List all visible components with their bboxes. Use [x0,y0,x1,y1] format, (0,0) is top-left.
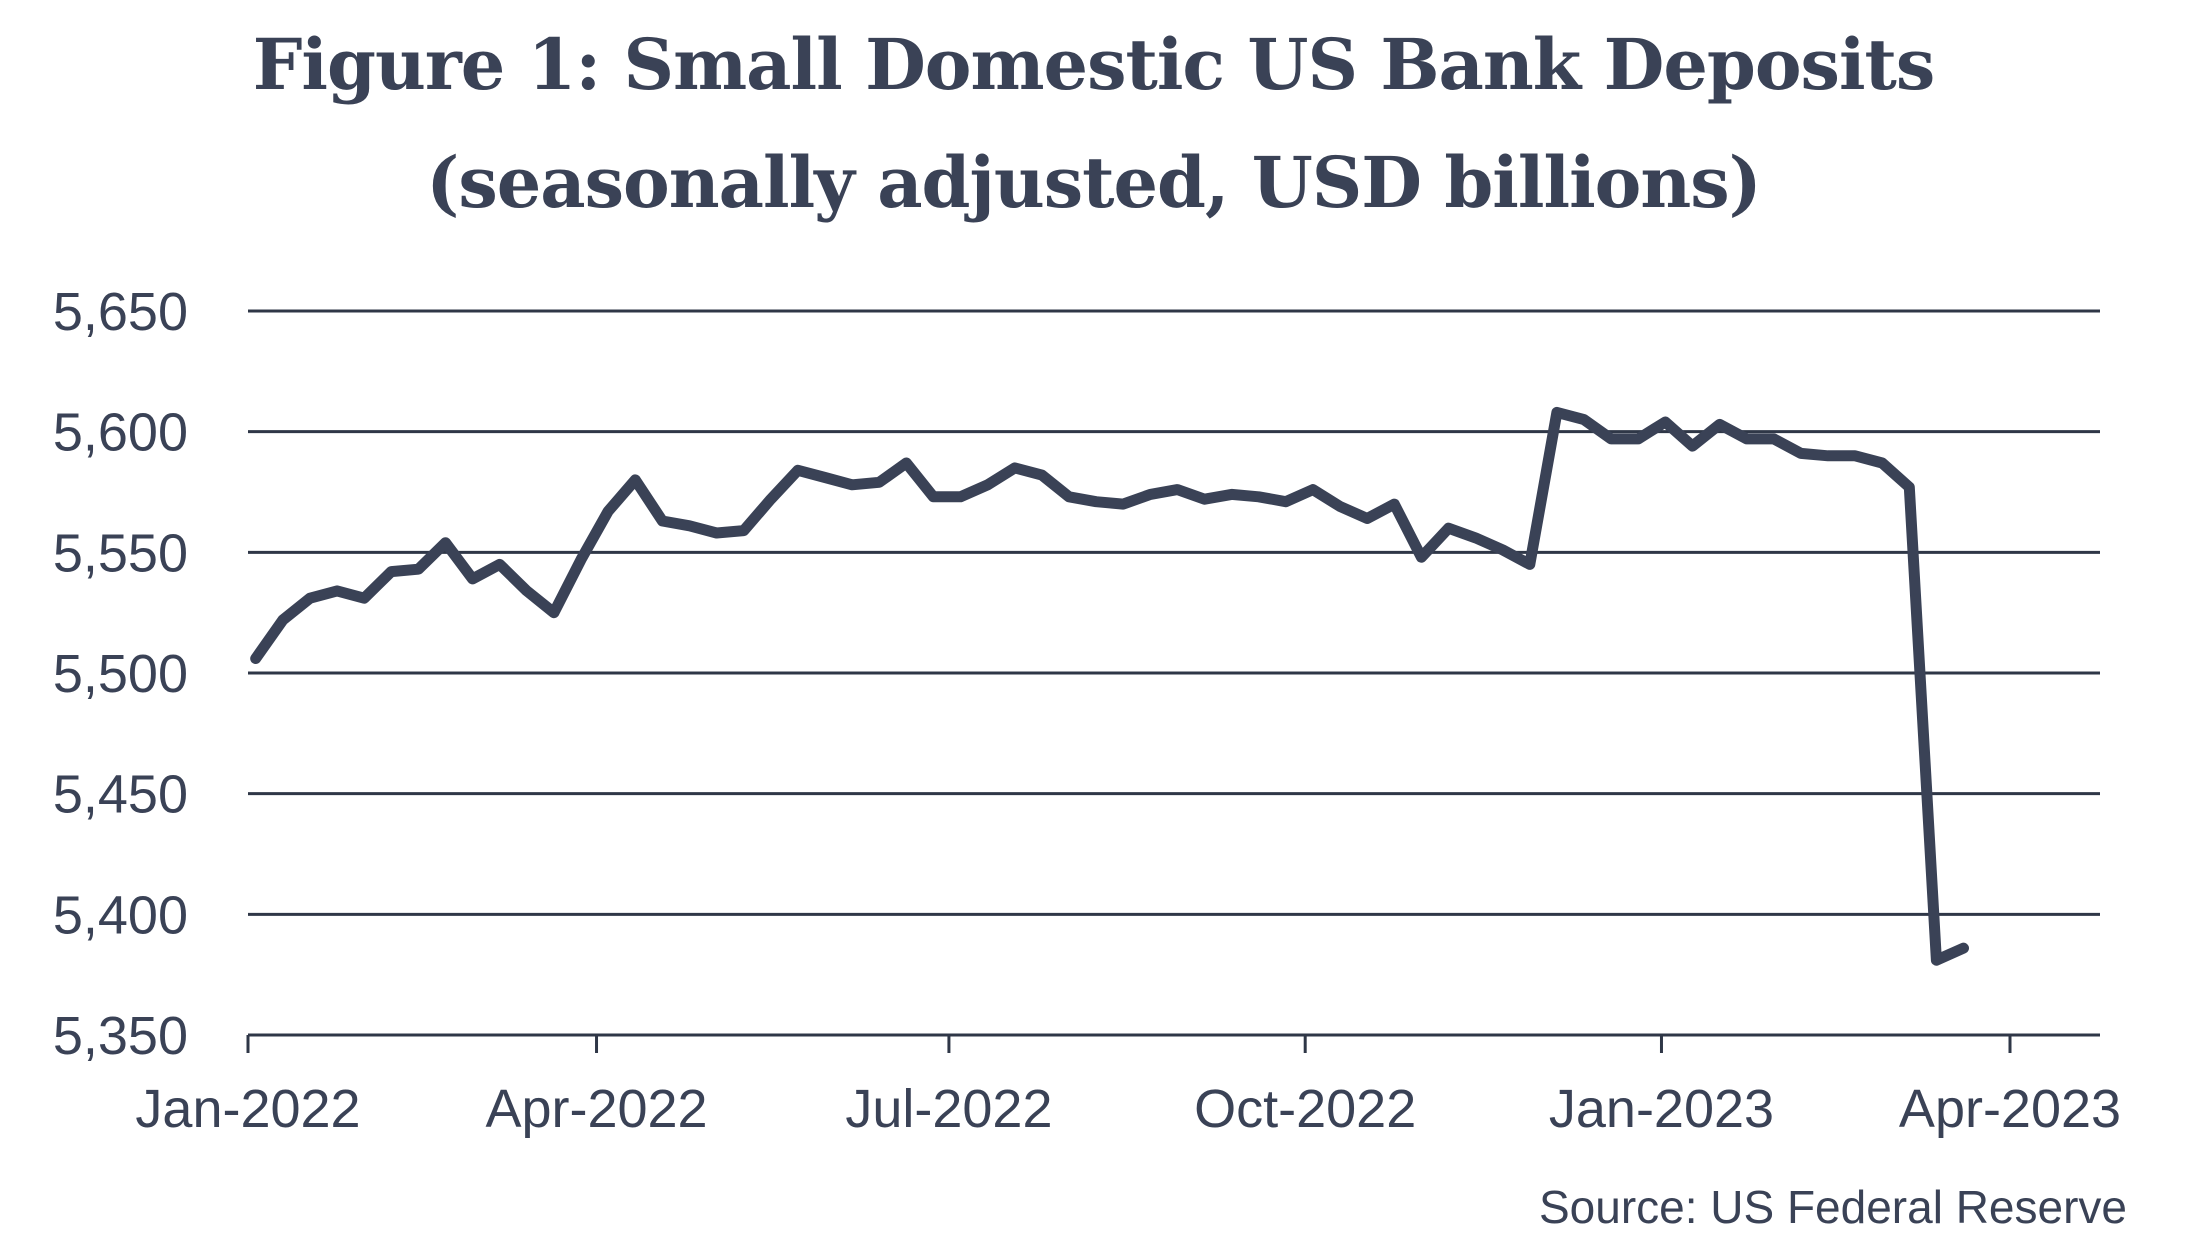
x-tick-label-2022-01-01: Jan-2022 [135,1079,360,1139]
x-axis: Jan-2022 Apr-2022 Jul-2022 Oct-2022 Jan-2023… [135,1033,2121,1139]
y-tick-label-5350: 5,350 [53,1006,188,1066]
x-tick-label-2023-01-01: Jan-2023 [1549,1079,1774,1139]
gridlines [248,309,2100,916]
x-tick-label-2022-07-01: Jul-2022 [845,1079,1052,1139]
chart-title-line1: Figure 1: Small Domestic US Bank Deposit… [252,23,1936,106]
y-tick-label-5650: 5,650 [53,282,188,342]
y-tick-label-5400: 5,400 [53,885,188,945]
x-tick-label-2022-04-01: Apr-2022 [485,1079,707,1139]
series-group [250,406,1969,966]
source-note: Source: US Federal Reserve [1538,1181,2127,1233]
y-tick-label-5450: 5,450 [53,765,188,825]
chart-title-line2: (seasonally adjusted, USD billions) [426,141,1762,224]
x-tick-label-2023-04-01: Apr-2023 [1899,1079,2121,1139]
y-axis-ticks: 5,350 5,400 5,450 5,500 5,550 5,600 5,650 [53,282,188,1066]
y-tick-label-5600: 5,600 [53,403,188,463]
y-tick-label-5500: 5,500 [53,644,188,704]
y-tick-label-5550: 5,550 [53,523,188,583]
x-tick-label-2022-10-01: Oct-2022 [1194,1079,1416,1139]
chart-title: Figure 1: Small Domestic US Bank Deposit… [0,6,2187,242]
series-line-deposits [250,406,1969,966]
